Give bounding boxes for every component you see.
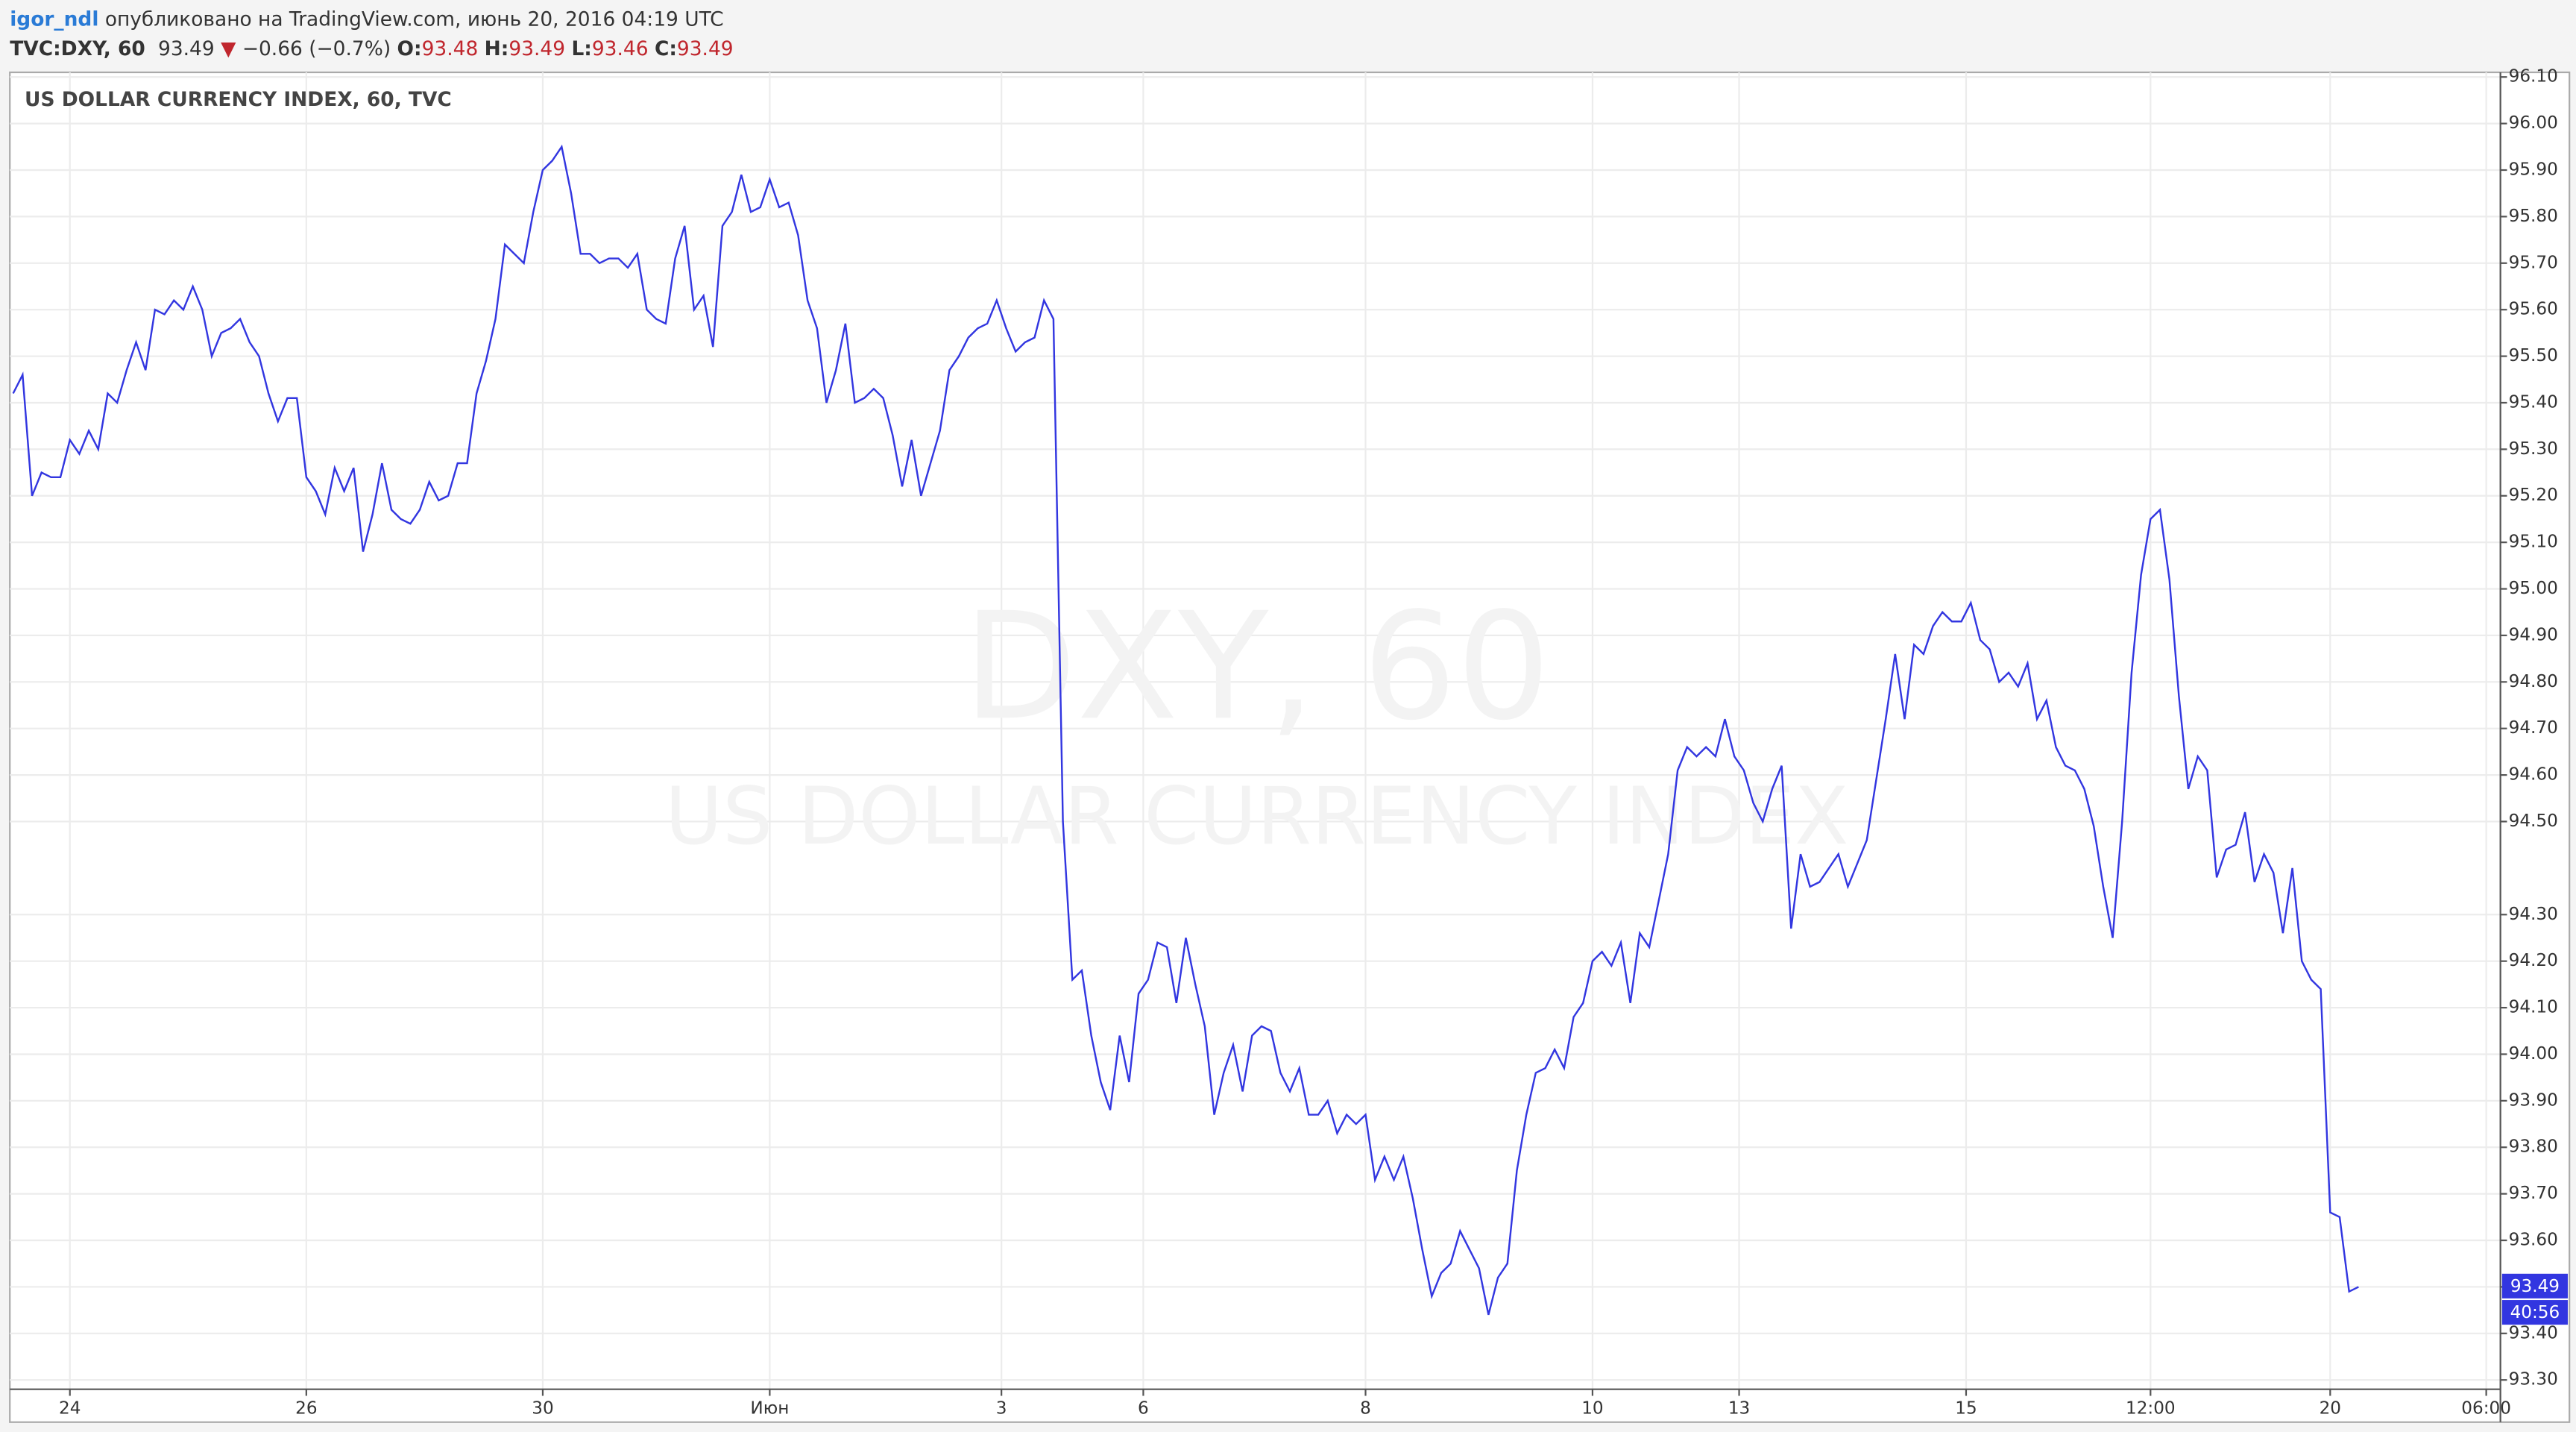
x-tick-label: 12:00 xyxy=(2126,1399,2176,1419)
x-tick-label: 26 xyxy=(295,1399,317,1419)
y-tick-label: 96.00 xyxy=(2509,113,2558,133)
x-tick-label: Июн xyxy=(750,1399,789,1419)
x-tick-label: 15 xyxy=(1955,1399,1977,1419)
x-tick-label: 10 xyxy=(1581,1399,1603,1419)
y-tick-label: 94.80 xyxy=(2509,672,2558,691)
countdown-text: 40:56 xyxy=(2510,1303,2560,1322)
chart-title: US DOLLAR CURRENCY INDEX, 60, TVC xyxy=(25,88,452,111)
y-tick-label: 93.60 xyxy=(2509,1231,2558,1250)
y-tick-label: 95.30 xyxy=(2509,439,2558,459)
price-line xyxy=(12,144,2359,1316)
y-tick-label: 94.30 xyxy=(2509,905,2558,924)
y-tick-label: 95.70 xyxy=(2509,253,2558,272)
x-tick-label: 6 xyxy=(1138,1399,1149,1419)
y-tick-label: 94.20 xyxy=(2509,951,2558,970)
y-tick-label: 93.80 xyxy=(2509,1137,2558,1157)
ohlc-key: L: xyxy=(571,37,591,60)
last-price-badge xyxy=(2501,1273,2568,1298)
last-price-text: 93.49 xyxy=(2510,1277,2560,1296)
ohlc-value: 93.48 xyxy=(422,37,479,60)
y-tick-label: 93.90 xyxy=(2509,1090,2558,1110)
symbol: TVC:DXY, 60 xyxy=(10,37,145,60)
y-tick-label: 95.20 xyxy=(2509,486,2558,505)
y-tick-label: 95.40 xyxy=(2509,392,2558,412)
ohlc-value: 93.46 xyxy=(592,37,649,60)
y-tick-label: 94.10 xyxy=(2509,998,2558,1017)
y-tick-label: 95.60 xyxy=(2509,300,2558,319)
countdown-badge xyxy=(2501,1300,2568,1325)
last: 93.49 xyxy=(158,37,215,60)
y-tick-label: 94.00 xyxy=(2509,1044,2558,1064)
y-tick-label: 95.00 xyxy=(2509,579,2558,598)
y-tick-label: 95.80 xyxy=(2509,207,2558,226)
ohlc-key: O: xyxy=(397,37,422,60)
grid xyxy=(10,72,2501,1389)
y-tick-label: 94.50 xyxy=(2509,811,2558,831)
y-tick-label: 94.90 xyxy=(2509,625,2558,644)
ohlc-key: C: xyxy=(655,37,677,60)
ohlc-value: 93.49 xyxy=(508,37,565,60)
change: −0.66 (−0.7%) xyxy=(242,37,391,60)
watermark-name: US DOLLAR CURRENCY INDEX xyxy=(665,770,1849,862)
y-tick-label: 95.90 xyxy=(2509,160,2558,180)
y-tick-label: 95.10 xyxy=(2509,533,2558,552)
ohlc-key: H: xyxy=(485,37,509,60)
published: опубликовано на TradingView.com, июнь 20… xyxy=(105,7,724,31)
quote-line: TVC:DXY, 60 93.49 ▼ −0.66 (−0.7%) O:93.4… xyxy=(10,37,733,60)
y-tick-label: 93.30 xyxy=(2509,1370,2558,1389)
arrow: ▼ xyxy=(221,37,236,60)
chart-frame xyxy=(9,71,2571,1423)
plot: 93.3093.4093.5093.6093.7093.8093.9094.00… xyxy=(12,67,2568,1419)
user-link[interactable]: igor_ndl xyxy=(10,7,98,31)
y-tick-label: 96.10 xyxy=(2509,67,2558,87)
y-tick-label: 93.40 xyxy=(2509,1323,2558,1342)
x-tick-label: 8 xyxy=(1360,1399,1371,1419)
watermark-symbol: DXY, 60 xyxy=(963,580,1551,753)
y-tick-label: 93.70 xyxy=(2509,1184,2558,1203)
y-tick-label: 94.60 xyxy=(2509,765,2558,785)
publish-line: igor_ndl опубликовано на TradingView.com… xyxy=(10,7,723,31)
x-tick-label: 24 xyxy=(59,1399,81,1419)
x-tick-label: 13 xyxy=(1728,1399,1750,1419)
y-tick-label: 94.70 xyxy=(2509,718,2558,738)
x-tick-label: 20 xyxy=(2320,1399,2341,1419)
x-tick-label: 06:00 xyxy=(2461,1399,2511,1419)
x-tick-label: 3 xyxy=(996,1399,1007,1419)
x-tick-label: 30 xyxy=(532,1399,553,1419)
y-tick-label: 95.50 xyxy=(2509,346,2558,365)
ohlc-value: 93.49 xyxy=(677,37,734,60)
